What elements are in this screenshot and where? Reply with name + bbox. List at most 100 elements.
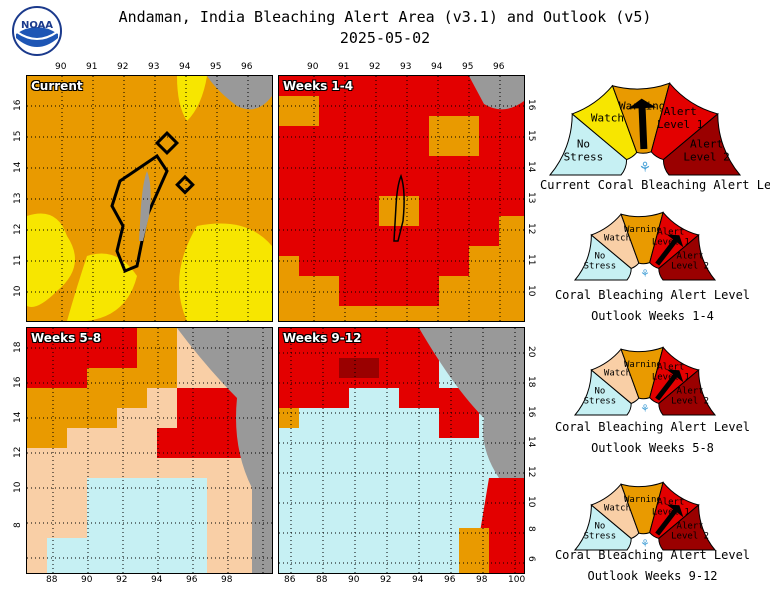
gauge-level-label: Alert Level 2 bbox=[683, 138, 729, 164]
gauge-caption: Coral Bleaching Alert Level bbox=[554, 548, 751, 562]
axis-tick-label: 92 bbox=[380, 575, 392, 585]
axis-tick-label: 16 bbox=[526, 406, 536, 418]
axis-tick-label: 100 bbox=[508, 575, 526, 585]
coral-icon: ⚘ bbox=[641, 536, 648, 550]
axis-tick-label: 88 bbox=[316, 575, 328, 585]
gauge-level-label: No Stress bbox=[584, 387, 617, 407]
panel-label-weeks-1-4: Weeks 1-4 bbox=[283, 79, 354, 93]
map-weeks-1-4-svg bbox=[279, 76, 524, 321]
gauge-caption: Outlook Weeks 1-4 bbox=[591, 309, 714, 323]
axis-tick-label: 14 bbox=[13, 411, 23, 423]
gauge-needle bbox=[655, 508, 678, 536]
coral-icon: ⚘ bbox=[640, 157, 650, 176]
gauge-caption: Coral Bleaching Alert Level bbox=[554, 420, 751, 434]
gauge-needle-head bbox=[666, 504, 684, 518]
axis-tick-label: 12 bbox=[13, 223, 23, 235]
axis-tick-label: 96 bbox=[444, 575, 456, 585]
axis-tick-label: 16 bbox=[13, 99, 23, 111]
gauge-needle bbox=[655, 373, 678, 401]
gauge-caption: Coral Bleaching Alert Level bbox=[554, 288, 751, 302]
gauge-level-label: Warning bbox=[624, 225, 662, 235]
gauge-caption: Outlook Weeks 5-8 bbox=[591, 441, 714, 455]
axis-tick-label: 12 bbox=[13, 446, 23, 458]
axis-tick-label: 12 bbox=[526, 466, 536, 478]
axis-tick-label: 14 bbox=[526, 436, 536, 448]
gauge-level-label: No Stress bbox=[584, 522, 617, 542]
axis-tick-label: 12 bbox=[526, 223, 536, 235]
gauge-caption: Outlook Weeks 9-12 bbox=[587, 569, 718, 583]
axis-tick-label: 98 bbox=[221, 575, 233, 585]
axis-tick-label: 90 bbox=[307, 62, 319, 72]
panel-label-current: Current bbox=[31, 79, 83, 93]
gauge-needle-head bbox=[666, 369, 684, 383]
axis-tick-label: 15 bbox=[526, 130, 536, 142]
axis-tick-label: 93 bbox=[400, 62, 412, 72]
axis-tick-label: 10 bbox=[13, 285, 23, 297]
axis-tick-label: 94 bbox=[179, 62, 191, 72]
gauge-level-label: Alert Level 2 bbox=[671, 522, 709, 542]
axis-tick-label: 96 bbox=[493, 62, 505, 72]
gauge-level-label: Alert Level 2 bbox=[671, 252, 709, 272]
axis-tick-label: 16 bbox=[526, 99, 536, 111]
panel-label-weeks-5-8: Weeks 5-8 bbox=[31, 331, 102, 345]
gauge-level-label: No Stress bbox=[564, 138, 604, 164]
axis-tick-label: 15 bbox=[13, 130, 23, 142]
axis-tick-label: 86 bbox=[284, 575, 296, 585]
axis-tick-label: 13 bbox=[526, 192, 536, 204]
axis-tick-label: 90 bbox=[55, 62, 67, 72]
page-title: Andaman, India Bleaching Alert Area (v3.… bbox=[118, 8, 652, 26]
gauge-level-label: Alert Level 1 bbox=[657, 105, 703, 131]
gauge-level-label: Watch bbox=[604, 234, 631, 244]
axis-tick-label: 96 bbox=[186, 575, 198, 585]
axis-tick-label: 18 bbox=[13, 341, 23, 353]
gauge-level-label: Watch bbox=[604, 504, 631, 514]
axis-tick-label: 8 bbox=[526, 526, 536, 532]
axis-tick-label: 10 bbox=[13, 481, 23, 493]
map-current-svg bbox=[27, 76, 272, 321]
axis-tick-label: 20 bbox=[526, 346, 536, 358]
axis-tick-label: 90 bbox=[81, 575, 93, 585]
axis-tick-label: 92 bbox=[117, 62, 129, 72]
gauge-needle bbox=[638, 106, 648, 150]
axis-tick-label: 88 bbox=[46, 575, 58, 585]
axis-tick-label: 93 bbox=[148, 62, 160, 72]
axis-tick-label: 11 bbox=[526, 254, 536, 266]
map-panel-weeks-1-4: Weeks 1-4 bbox=[278, 75, 525, 322]
axis-tick-label: 94 bbox=[412, 575, 424, 585]
axis-tick-label: 16 bbox=[13, 376, 23, 388]
gauge-sector bbox=[662, 112, 742, 176]
coral-icon: ⚘ bbox=[641, 401, 648, 415]
axis-tick-label: 14 bbox=[13, 161, 23, 173]
map-panel-weeks-9-12: Weeks 9-12 bbox=[278, 327, 525, 574]
map-weeks-5-8-svg bbox=[27, 328, 272, 573]
axis-tick-label: 98 bbox=[476, 575, 488, 585]
axis-tick-label: 94 bbox=[151, 575, 163, 585]
axis-tick-label: 91 bbox=[86, 62, 98, 72]
gauge-level-label: Warning bbox=[624, 360, 662, 370]
gauge-needle-head bbox=[666, 234, 684, 248]
axis-tick-label: 18 bbox=[526, 376, 536, 388]
panel-label-weeks-9-12: Weeks 9-12 bbox=[283, 331, 362, 345]
gauge-needle bbox=[655, 238, 678, 266]
axis-tick-label: 14 bbox=[526, 161, 536, 173]
axis-tick-label: 95 bbox=[462, 62, 474, 72]
axis-tick-label: 94 bbox=[431, 62, 443, 72]
axis-tick-label: 92 bbox=[116, 575, 128, 585]
axis-tick-label: 95 bbox=[210, 62, 222, 72]
svg-text:NOAA: NOAA bbox=[21, 20, 53, 31]
axis-tick-label: 96 bbox=[241, 62, 253, 72]
gauge-sector bbox=[658, 368, 717, 416]
axis-tick-label: 91 bbox=[338, 62, 350, 72]
page-date: 2025-05-02 bbox=[339, 29, 431, 47]
axis-tick-label: 8 bbox=[13, 522, 23, 528]
gauge-level-label: Watch bbox=[591, 111, 624, 124]
axis-tick-label: 10 bbox=[526, 496, 536, 508]
gauge-level-label: No Stress bbox=[584, 252, 617, 272]
map-panel-weeks-5-8: Weeks 5-8 bbox=[26, 327, 273, 574]
gauge-level-label: Watch bbox=[604, 369, 631, 379]
axis-tick-label: 11 bbox=[13, 254, 23, 266]
gauge-needle-head bbox=[627, 98, 657, 109]
